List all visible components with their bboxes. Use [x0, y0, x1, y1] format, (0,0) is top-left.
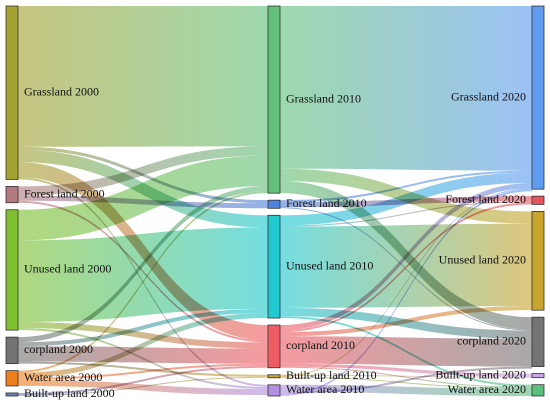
flow-w2010-c2020 — [280, 366, 532, 394]
node-label-g2020: Grassland 2020 — [451, 89, 526, 103]
node-label-b2010: Built-up land 2010 — [286, 368, 377, 382]
node-f2000 — [5, 186, 19, 204]
node-label-u2010: Unused land 2010 — [286, 258, 373, 272]
node-label-u2000: Unused land 2000 — [24, 262, 111, 276]
node-label-c2020: corpland 2020 — [457, 334, 526, 348]
flow-c2010-f2020 — [280, 202, 532, 333]
node-b2010 — [267, 374, 281, 379]
node-label-w2020: Water area 2020 — [448, 382, 526, 396]
node-b2000 — [5, 392, 19, 397]
flow-u2000-g2010 — [18, 155, 268, 241]
flow-u2010-f2020 — [280, 201, 532, 227]
flow-u2010-u2020 — [280, 223, 532, 308]
flow-f2000-g2010 — [18, 146, 268, 196]
node-c2010 — [267, 324, 281, 369]
node-g2010 — [267, 5, 281, 194]
flow-u2010-g2020 — [280, 172, 532, 226]
node-label-g2010: Grassland 2010 — [286, 91, 361, 105]
flows-layer — [18, 6, 532, 396]
flow-b2010-g2020 — [280, 188, 532, 377]
node-label-w2000: Water area 2000 — [24, 370, 102, 384]
flow-b2000-b2010 — [18, 376, 268, 396]
node-label-c2000: corpland 2000 — [24, 342, 93, 356]
node-c2000 — [5, 336, 19, 365]
flow-w2000-u2010 — [18, 312, 268, 378]
flow-u2010-c2020 — [280, 307, 532, 339]
node-w2010 — [267, 384, 281, 397]
node-f2020 — [531, 195, 545, 205]
node-label-c2010: corpland 2010 — [286, 338, 355, 352]
flow-b2010-b2020 — [280, 374, 532, 378]
flow-w2010-g2020 — [280, 189, 532, 396]
node-w2020 — [531, 384, 545, 397]
flow-u2000-u2010 — [18, 227, 268, 322]
node-label-f2000: Forest land 2000 — [24, 186, 105, 200]
node-label-f2020: Forest land 2020 — [445, 192, 526, 206]
node-u2000 — [5, 209, 19, 331]
flow-c2010-u2020 — [280, 306, 532, 337]
node-label-g2000: Grassland 2000 — [24, 84, 99, 98]
flow-f2010-g2020 — [280, 170, 532, 203]
node-label-b2000: Built-up land 2000 — [24, 386, 115, 400]
labels-layer: Grassland 2000 Forest land 2000 Unused lan… — [24, 84, 526, 400]
flow-c2000-b2010 — [18, 361, 268, 377]
flow-c2010-b2020 — [280, 363, 532, 377]
node-g2000 — [5, 5, 19, 180]
flow-c2010-w2020 — [280, 366, 532, 388]
flow-u2000-c2010 — [18, 321, 268, 349]
flow-w2000-c2010 — [18, 363, 268, 380]
flow-w2010-w2020 — [280, 384, 532, 396]
node-label-b2020: Built-up land 2020 — [435, 367, 526, 381]
flow-c2010-c2020 — [280, 336, 532, 367]
flow-c2000-c2010 — [18, 346, 268, 364]
flow-b2010-w2020 — [280, 376, 532, 389]
node-c2020 — [531, 316, 545, 367]
node-u2020 — [531, 210, 545, 311]
flow-c2000-g2010 — [18, 186, 268, 343]
node-w2000 — [5, 370, 19, 387]
nodes-layer — [5, 5, 545, 397]
node-label-u2020: Unused land 2020 — [439, 253, 526, 267]
flow-g2000-g2010 — [18, 6, 268, 147]
flow-w2000-g2010 — [18, 191, 268, 373]
node-label-f2010: Forest land 2010 — [286, 196, 367, 210]
flow-b2000-c2010 — [18, 365, 268, 395]
flow-c2000-u2010 — [18, 308, 268, 347]
node-b2020 — [531, 373, 545, 379]
flow-w2000-w2010 — [18, 379, 268, 395]
node-f2010 — [267, 199, 281, 209]
flow-g2010-g2020 — [280, 6, 532, 171]
flow-c2010-g2020 — [280, 182, 532, 331]
node-label-w2010: Water area 2010 — [286, 382, 364, 396]
node-u2010 — [267, 214, 281, 319]
node-g2020 — [531, 5, 545, 190]
